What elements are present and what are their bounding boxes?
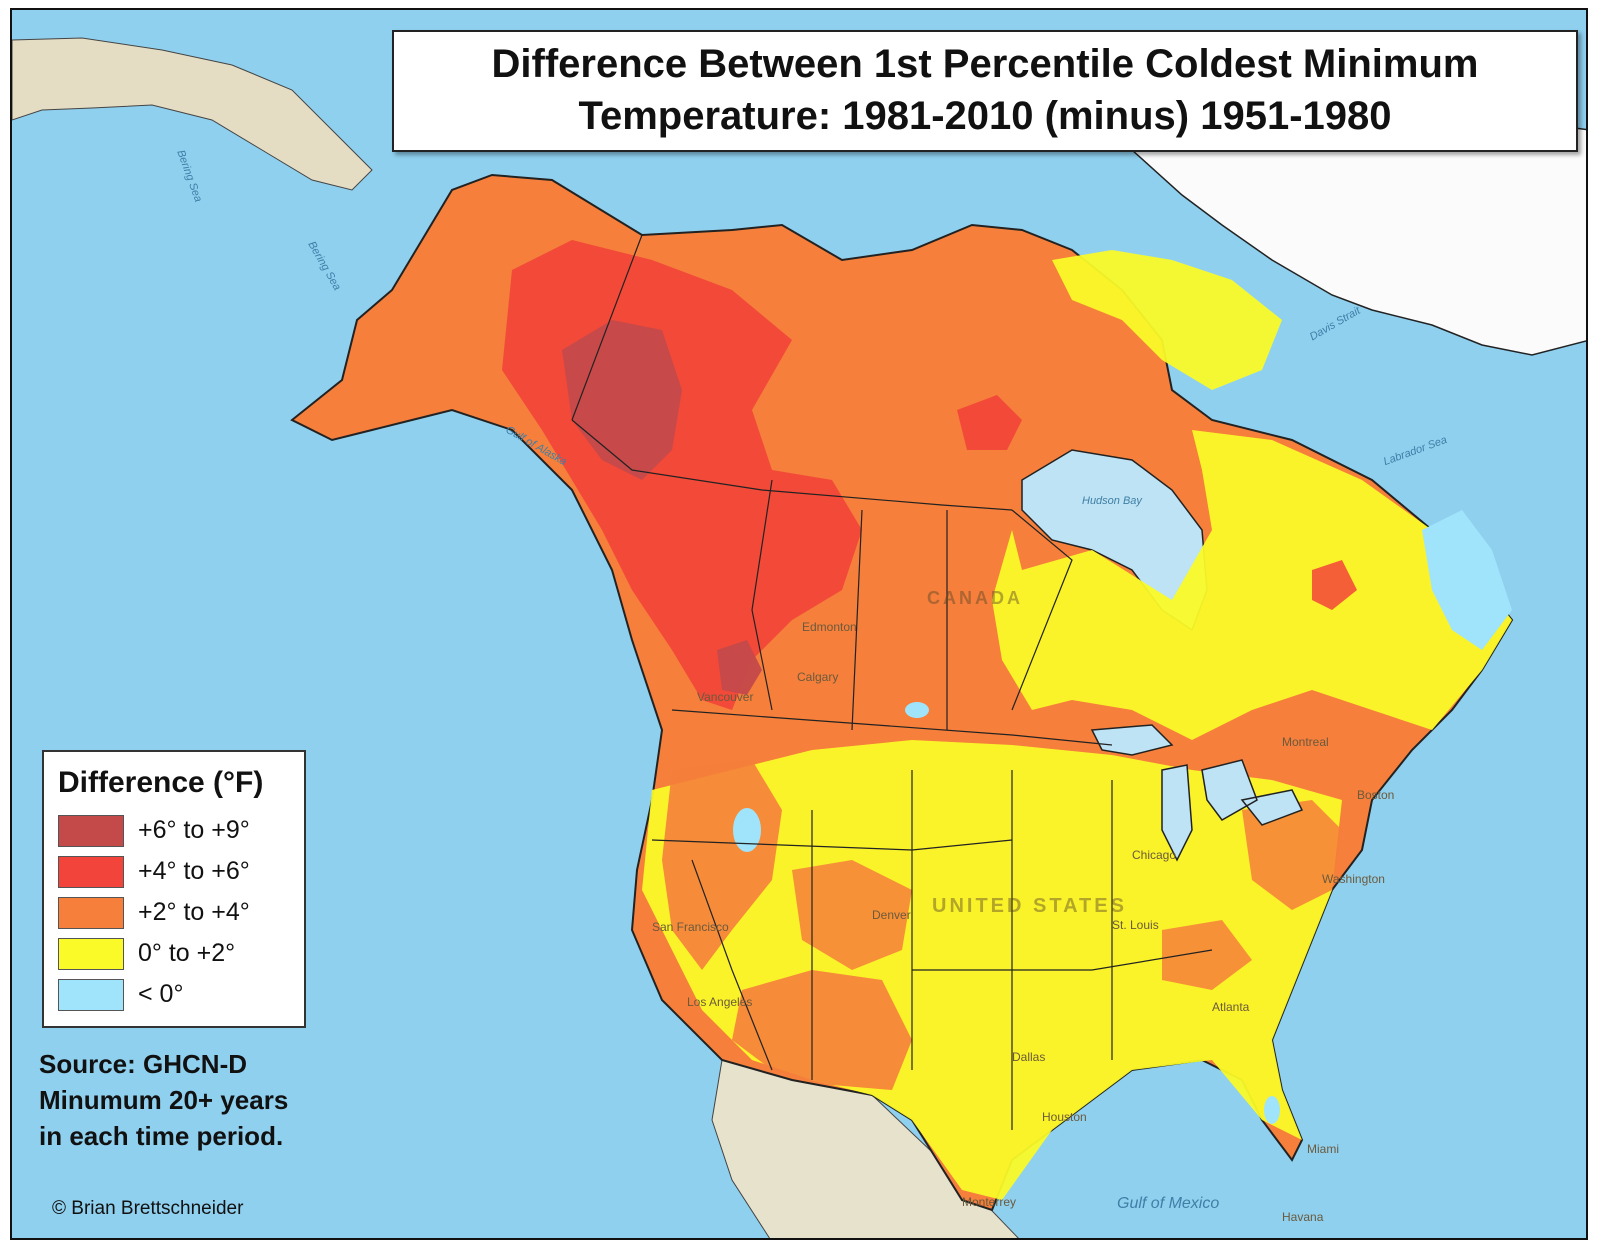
- map-title-line-1: Difference Between 1st Percentile Coldes…: [491, 42, 1479, 86]
- zone-2-to-4-northeast: [1242, 800, 1342, 910]
- map-frame: Bering Sea Bering Sea Gulf of Alaska Hud…: [10, 8, 1588, 1240]
- legend-swatch: [58, 814, 124, 847]
- zone-6-to-9-bc: [717, 640, 762, 695]
- siberia-land: [12, 37, 373, 191]
- city-label: San Francisco: [652, 920, 729, 934]
- city-label: St. Louis: [1112, 918, 1159, 932]
- country-label-us: UNITED STATES: [932, 895, 1127, 917]
- legend-title: Difference (°F): [58, 766, 264, 799]
- legend-swatch: [58, 855, 124, 888]
- legend-item: < 0°: [58, 974, 304, 1015]
- water-label: Hudson Bay: [1082, 495, 1142, 507]
- zone-0-to-2-east: [992, 430, 1512, 740]
- source-note-line: Minumum 20+ years: [39, 1085, 289, 1115]
- city-label: Montreal: [1282, 735, 1329, 749]
- legend-label: +2° to +4°: [138, 898, 250, 926]
- copyright-credit: © Brian Brettschneider: [52, 1198, 244, 1219]
- map-title-line-2: Temperature: 1981-2010 (minus) 1951-1980: [578, 94, 1392, 138]
- zone-4-to-6-quebec: [1312, 560, 1357, 610]
- city-label: Havana: [1282, 1210, 1324, 1224]
- legend-label: +6° to +9°: [138, 816, 250, 844]
- legend-label: < 0°: [138, 980, 184, 1008]
- map-title: Difference Between 1st Percentile Coldes…: [392, 30, 1578, 152]
- city-label: Boston: [1357, 788, 1395, 802]
- zone-4-to-6-nunavut: [957, 395, 1022, 450]
- legend-swatch: [58, 937, 124, 970]
- political-boundaries: [571, 234, 1213, 1130]
- city-label: Calgary: [797, 670, 839, 684]
- legend-item: 0° to +2°: [58, 933, 304, 974]
- city-label: Edmonton: [802, 620, 857, 634]
- zone-below-0-newfoundland: [1422, 510, 1512, 650]
- zone-below-0-idaho: [733, 808, 761, 852]
- legend-swatch: [58, 978, 124, 1011]
- city-label: Vancouver: [697, 690, 754, 704]
- city-label: Atlanta: [1212, 1000, 1250, 1014]
- city-label: Dallas: [1012, 1050, 1046, 1064]
- zone-6-to-9-yukon: [562, 320, 682, 480]
- zone-2-to-4-kentucky: [1162, 920, 1252, 990]
- city-label: Washington: [1322, 872, 1385, 886]
- zone-below-0-florida: [1264, 1096, 1280, 1124]
- city-label: Chicago: [1132, 848, 1177, 862]
- zone-below-0-nodak: [905, 702, 929, 718]
- legend-item: +6° to +9°: [58, 810, 304, 851]
- city-label: Los Angeles: [687, 995, 753, 1009]
- legend-swatch: [58, 896, 124, 929]
- city-label: Houston: [1042, 1110, 1087, 1124]
- zone-2-to-4-southwest: [732, 970, 912, 1090]
- great-lakes: [1090, 724, 1304, 862]
- legend-item: +2° to +4°: [58, 892, 304, 933]
- legend-label: +4° to +6°: [138, 857, 250, 885]
- source-note: Source: GHCN-D Minumum 20+ years in each…: [39, 1046, 288, 1154]
- source-note-line: Source: GHCN-D: [39, 1049, 248, 1079]
- city-label: Denver: [872, 908, 911, 922]
- basemap: [12, 10, 1586, 1238]
- water-label: Gulf of Mexico: [1117, 1195, 1220, 1212]
- zone-0-to-2-arctic: [1052, 250, 1282, 390]
- legend-label: 0° to +2°: [138, 939, 236, 967]
- source-note-line: in each time period.: [39, 1121, 284, 1151]
- city-label: Miami: [1307, 1142, 1339, 1156]
- city-label: Monterrey: [962, 1195, 1017, 1209]
- country-label-canada: CANADA: [927, 588, 1023, 608]
- legend-item: +4° to +6°: [58, 851, 304, 892]
- legend: Difference (°F) +6° to +9° +4° to +6° +2…: [42, 750, 306, 1028]
- zone-2-to-4-rockies: [792, 860, 912, 970]
